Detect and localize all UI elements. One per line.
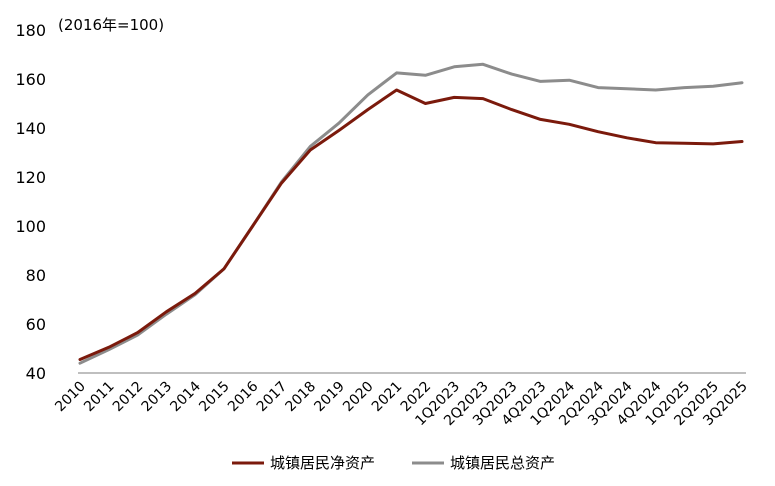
x-tick-label: 2010 [52, 379, 89, 416]
unit-label: (2016年=100) [58, 16, 164, 34]
x-tick-label: 2016 [225, 378, 262, 415]
series-line-0 [78, 88, 744, 361]
x-tick-label: 2019 [311, 379, 348, 416]
legend: 城镇居民净资产 城镇居民总资产 [232, 454, 555, 472]
y-tick-label: 140 [15, 119, 46, 138]
series-lines [78, 62, 744, 365]
x-tick-label: 2011 [81, 379, 118, 416]
x-tick-label: 2013 [139, 379, 176, 416]
x-tick-label: 2017 [254, 379, 291, 416]
y-tick-label: 40 [26, 364, 46, 383]
y-tick-label: 180 [15, 21, 46, 40]
y-tick-label: 160 [15, 70, 46, 89]
legend-label: 城镇居民净资产 [270, 454, 375, 472]
x-tick-label: 2020 [340, 379, 377, 416]
x-axis: 2010201120122013201420152016201720182019… [52, 372, 751, 429]
x-tick-label: 2018 [283, 379, 320, 416]
x-tick-label: 2014 [167, 378, 204, 415]
x-tick-label: 2021 [369, 379, 406, 416]
x-tick-label: 2015 [196, 379, 233, 416]
series-line-1 [78, 62, 744, 365]
y-axis: 40 60 80 100 120 140 160 180 [15, 21, 46, 383]
x-tick-label: 2012 [110, 379, 147, 416]
legend-label: 城镇居民总资产 [450, 454, 555, 472]
y-tick-label: 60 [26, 315, 46, 334]
y-tick-label: 100 [15, 217, 46, 236]
y-tick-label: 120 [15, 168, 46, 187]
y-tick-label: 80 [26, 266, 46, 285]
